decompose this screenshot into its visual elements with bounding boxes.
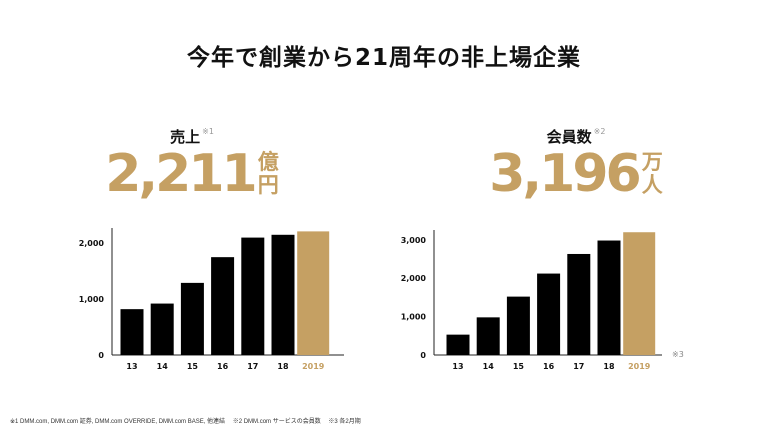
x-tick-label: 17 bbox=[573, 362, 584, 371]
x-tick-label: 14 bbox=[483, 362, 495, 371]
bar bbox=[211, 257, 235, 355]
bar bbox=[120, 309, 144, 355]
revenue-unit-top: 億 bbox=[257, 150, 279, 174]
revenue-label: 売上 ※1 bbox=[0, 126, 384, 147]
x-tick-label: 15 bbox=[513, 362, 525, 371]
members-label: 会員数 ※2 bbox=[384, 126, 768, 147]
revenue-label-text: 売上 bbox=[170, 128, 201, 146]
x-tick-label: 2019 bbox=[302, 362, 325, 371]
bar bbox=[180, 282, 204, 355]
x-tick-label: 17 bbox=[247, 362, 258, 371]
revenue-number: 2,211 bbox=[105, 144, 257, 204]
x-tick-label: 16 bbox=[217, 362, 229, 371]
bar bbox=[506, 296, 530, 355]
x-tick-label: 2019 bbox=[628, 362, 651, 371]
y-tick-label: 1,000 bbox=[79, 295, 105, 304]
y-tick-label: 0 bbox=[98, 351, 104, 360]
bar bbox=[537, 273, 561, 355]
x-tick-label: 18 bbox=[603, 362, 615, 371]
members-value: 3,196 万人 bbox=[384, 144, 768, 204]
bar bbox=[567, 253, 591, 355]
x-tick-label: 14 bbox=[157, 362, 169, 371]
y-tick-label: 3,000 bbox=[401, 236, 427, 245]
revenue-value: 2,211 億円 bbox=[0, 144, 384, 204]
highlight-bar bbox=[297, 231, 330, 355]
revenue-label-note: ※1 bbox=[202, 127, 214, 136]
bar bbox=[150, 303, 174, 355]
members-bar-chart: 0 1,000 2,000 3,000 13 14 15 16 17 18 2019 bbox=[401, 230, 662, 371]
footnote: ※1 DMM.com, DMM.com 証券, DMM.com OVERRIDE… bbox=[10, 419, 361, 425]
revenue-unit: 億円 bbox=[258, 151, 279, 197]
members-label-text: 会員数 bbox=[546, 128, 592, 146]
x-tick-label: 16 bbox=[543, 362, 555, 371]
x-tick-label: 13 bbox=[452, 362, 463, 371]
x-tick-label: 15 bbox=[187, 362, 199, 371]
bar bbox=[241, 237, 265, 355]
revenue-unit-bottom: 円 bbox=[257, 173, 279, 197]
y-tick-label: 1,000 bbox=[401, 313, 427, 322]
y-tick-label: 0 bbox=[420, 351, 426, 360]
members-number: 3,196 bbox=[489, 144, 641, 204]
members-unit: 万人 bbox=[642, 151, 663, 197]
y-tick-label: 2,000 bbox=[401, 274, 427, 283]
members-unit-bottom: 人 bbox=[641, 173, 663, 197]
members-label-note: ※2 bbox=[593, 127, 606, 136]
highlight-bar bbox=[623, 232, 656, 355]
y-tick-label: 2,000 bbox=[79, 239, 105, 248]
x-tick-label: 13 bbox=[126, 362, 137, 371]
chart-note: ※3 bbox=[672, 350, 684, 359]
page-title: 今年で創業から21周年の非上場企業 bbox=[186, 45, 581, 71]
bar bbox=[271, 234, 295, 355]
bar bbox=[476, 317, 500, 355]
bar bbox=[597, 240, 621, 355]
bar bbox=[446, 334, 470, 355]
revenue-bar-chart: 0 1,000 2,000 13 14 15 16 17 18 2019 bbox=[79, 228, 344, 371]
members-unit-top: 万 bbox=[641, 150, 663, 174]
x-tick-label: 18 bbox=[277, 362, 289, 371]
